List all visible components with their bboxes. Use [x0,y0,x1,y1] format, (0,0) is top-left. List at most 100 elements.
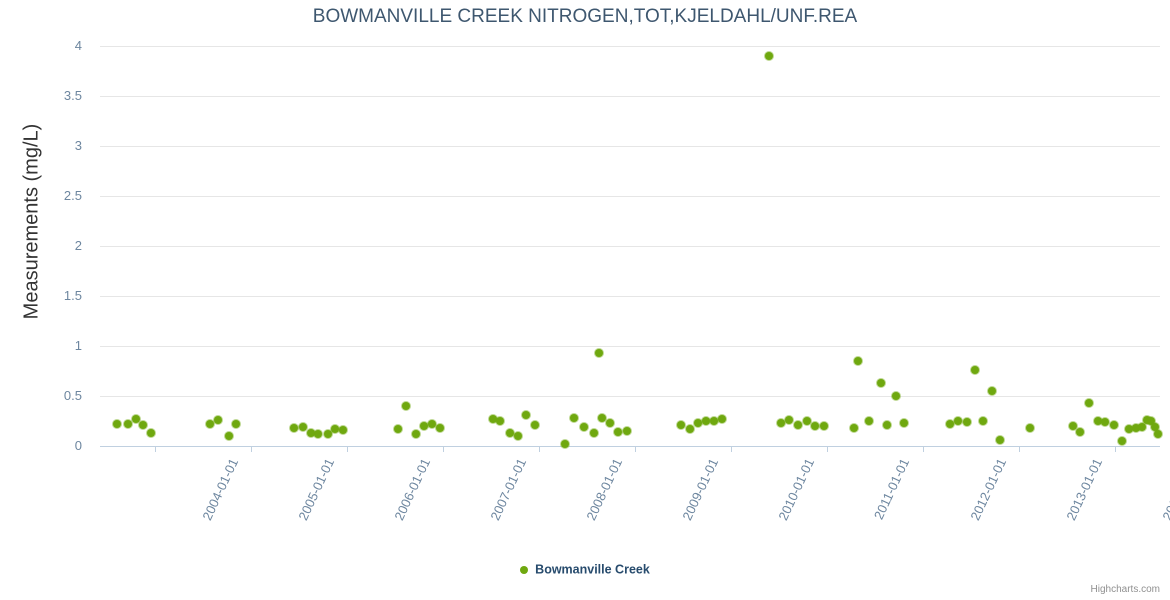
data-point[interactable] [709,417,718,425]
data-point[interactable] [428,420,437,428]
data-point[interactable] [411,430,420,438]
data-point[interactable] [1131,424,1140,432]
data-point[interactable] [794,421,803,429]
data-point[interactable] [1117,437,1126,445]
data-point[interactable] [1084,399,1093,407]
data-point[interactable] [402,402,411,410]
data-point[interactable] [435,424,444,432]
data-point[interactable] [522,411,531,419]
data-point[interactable] [1125,425,1134,433]
data-point[interactable] [505,429,514,437]
data-point[interactable] [560,440,569,448]
data-point[interactable] [1147,417,1156,425]
data-point[interactable] [139,421,148,429]
data-point[interactable] [598,414,607,422]
data-point[interactable] [589,429,598,437]
data-point[interactable] [313,430,322,438]
x-axis-tick-label: 2010-01-01 [775,456,817,523]
data-point[interactable] [393,425,402,433]
data-point[interactable] [224,432,233,440]
y-axis-tick-label: 2.5 [63,188,82,203]
x-axis-tick-label: 2004-01-01 [199,456,241,523]
data-point[interactable] [323,430,332,438]
data-point[interactable] [1154,430,1163,438]
data-point[interactable] [113,420,122,428]
data-point[interactable] [899,419,908,427]
data-point[interactable] [530,421,539,429]
x-axis-tick [1018,446,1020,452]
data-point[interactable] [496,417,505,425]
data-point[interactable] [701,417,710,425]
data-point[interactable] [891,392,900,400]
x-axis-tick-label: 2011-01-01 [870,456,912,522]
data-point[interactable] [1093,417,1102,425]
data-point[interactable] [1137,423,1146,431]
data-point[interactable] [1026,424,1035,432]
data-point[interactable] [979,417,988,425]
data-point[interactable] [995,436,1004,444]
data-point[interactable] [579,423,588,431]
data-point[interactable] [853,357,862,365]
data-point[interactable] [146,429,155,437]
data-point[interactable] [513,432,522,440]
y-gridline [100,46,1160,47]
data-point[interactable] [232,420,241,428]
data-point[interactable] [1101,418,1110,426]
data-point[interactable] [132,415,141,423]
data-point[interactable] [776,419,785,427]
data-point[interactable] [849,424,858,432]
data-point[interactable] [802,417,811,425]
data-point[interactable] [694,419,703,427]
data-point[interactable] [214,416,223,424]
data-point[interactable] [289,424,298,432]
data-point[interactable] [963,418,971,426]
data-point[interactable] [595,349,604,357]
data-point[interactable] [307,429,316,437]
y-gridline [100,396,1160,397]
data-point[interactable] [765,52,774,60]
credits-link[interactable]: Highcharts.com [1090,584,1160,595]
data-point[interactable] [419,422,428,430]
data-point[interactable] [1151,423,1160,431]
data-point[interactable] [876,379,885,387]
data-point[interactable] [1076,428,1085,436]
data-point[interactable] [811,422,820,430]
y-axis-tick-label: 0.5 [63,388,82,403]
data-point[interactable] [954,417,963,425]
data-point[interactable] [298,423,307,431]
data-point[interactable] [1068,422,1077,430]
data-point[interactable] [970,366,979,374]
data-point[interactable] [883,421,892,429]
data-point[interactable] [123,420,132,428]
data-point[interactable] [819,422,828,430]
legend-item-label: Bowmanville Creek [535,562,650,577]
data-point[interactable] [987,387,996,395]
data-point[interactable] [1142,416,1151,424]
data-point[interactable] [623,427,632,435]
plot-area: 0 0.5 1 1.5 2 2.5 3 3.5 4 [64,38,1163,453]
data-point[interactable] [945,420,954,428]
x-axis-tick [250,446,252,452]
data-point[interactable] [338,426,347,434]
data-point[interactable] [785,416,794,424]
y-axis-tick-label: 4 [74,38,82,53]
data-point[interactable] [206,420,215,428]
data-point[interactable] [865,417,874,425]
x-axis: 2004-01-01 2005-01-01 2006-01-01 2007-01-01… [100,446,1170,556]
x-axis-tick-label: 2012-01-01 [967,456,1009,523]
data-point[interactable] [331,425,340,433]
x-axis-tick [730,446,732,452]
data-point[interactable] [614,428,623,436]
y-gridline [100,196,1160,197]
data-point[interactable] [605,419,614,427]
data-point[interactable] [676,421,685,429]
data-point[interactable] [1109,421,1118,429]
data-point[interactable] [488,415,497,423]
data-point[interactable] [718,415,727,423]
y-axis-tick-label: 2 [74,238,82,253]
data-point[interactable] [685,425,694,433]
legend-item-bowmanville-creek[interactable]: Bowmanville Creek [520,562,650,577]
data-point[interactable] [570,414,579,422]
x-axis-tick [442,446,444,452]
